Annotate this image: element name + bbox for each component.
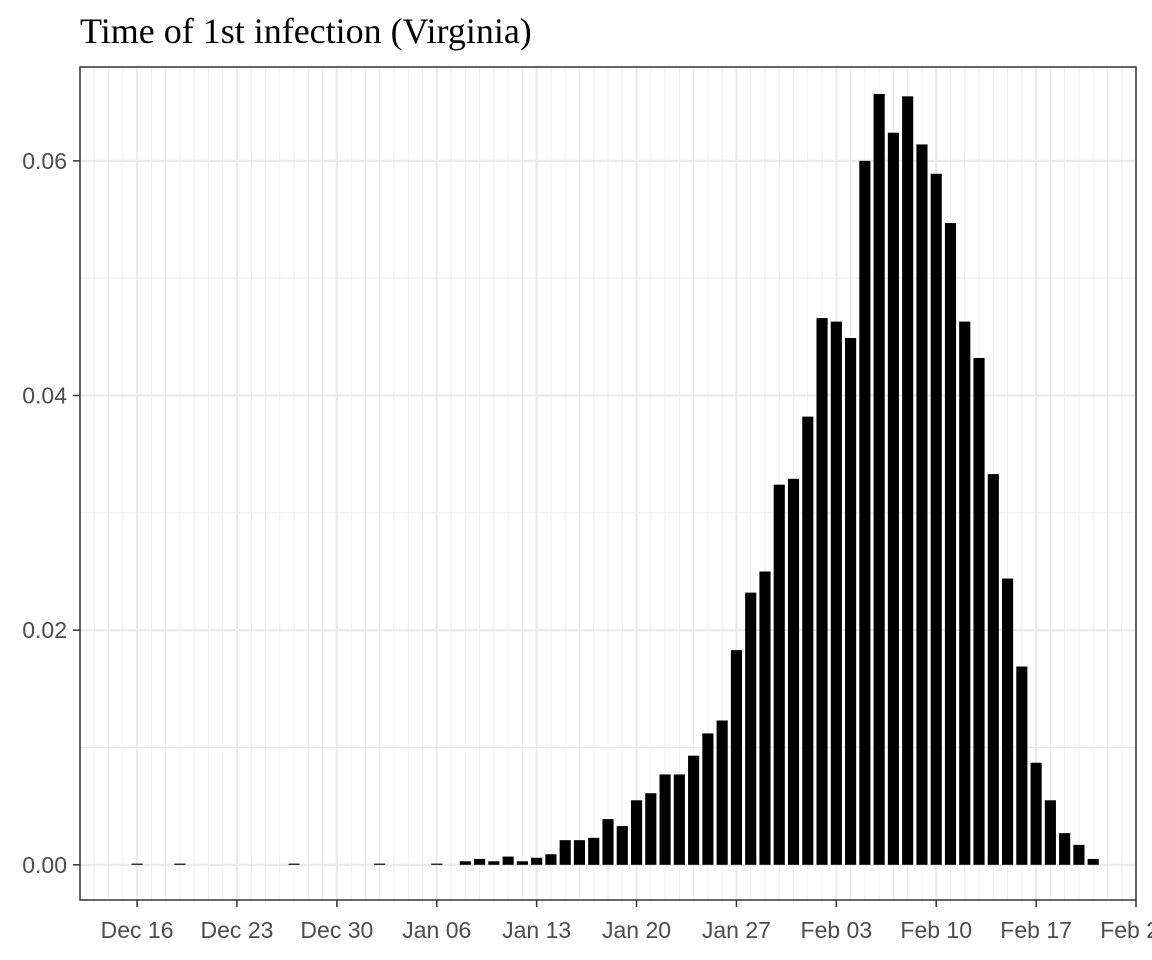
y-axis: 0.00 0.02 0.04 0.06 — [22, 148, 80, 878]
x-tick-label: Dec 30 — [300, 917, 373, 943]
x-tick-label: Jan 06 — [402, 917, 471, 943]
bar — [659, 774, 671, 865]
chart-title: Time of 1st infection (Virginia) — [80, 11, 532, 51]
bar — [702, 733, 714, 865]
x-axis: Dec 16 Dec 23 Dec 30 Jan 06 Jan 13 Jan 20 Jan … — [101, 900, 1152, 943]
panel-border — [79, 66, 1137, 901]
bar — [859, 160, 871, 865]
y-tick-label: 0.04 — [22, 383, 67, 409]
bars — [131, 93, 1099, 865]
bar — [630, 800, 643, 865]
bar — [616, 826, 628, 865]
x-tick-label: Feb 17 — [1000, 917, 1072, 943]
bar — [716, 720, 728, 865]
bar — [845, 338, 857, 865]
bar — [787, 478, 800, 865]
bar — [1030, 762, 1042, 865]
bar — [459, 861, 471, 865]
bar — [1073, 844, 1085, 865]
x-tick-label: Feb 24 — [1100, 917, 1152, 943]
bar — [645, 793, 657, 865]
bar — [802, 416, 814, 865]
bar — [1087, 858, 1099, 865]
y-tick-label: 0.06 — [22, 148, 67, 174]
x-tick-label: Dec 16 — [101, 917, 174, 943]
x-tick-label: Feb 03 — [801, 917, 873, 943]
bar — [474, 858, 486, 865]
x-tick-label: Jan 13 — [502, 917, 571, 943]
bar — [288, 863, 300, 865]
bar — [816, 318, 828, 865]
bar — [531, 857, 543, 865]
bar — [759, 571, 771, 865]
bar — [773, 484, 785, 865]
bar — [973, 357, 985, 865]
bar — [745, 592, 757, 865]
bar — [174, 863, 186, 865]
bar — [730, 650, 742, 865]
bar — [1044, 800, 1056, 865]
bar — [559, 840, 571, 865]
bar — [930, 173, 942, 865]
bar — [488, 861, 500, 865]
x-tick-label: Dec 23 — [201, 917, 274, 943]
y-tick-label: 0.02 — [22, 617, 67, 643]
bar — [688, 755, 700, 865]
bar — [545, 854, 557, 865]
bar — [431, 863, 443, 865]
x-tick-label: Jan 20 — [602, 917, 671, 943]
bar — [1016, 666, 1028, 865]
bar — [131, 863, 143, 865]
bar — [987, 474, 999, 865]
bar — [902, 96, 914, 865]
bar — [516, 861, 528, 865]
bar — [887, 132, 899, 865]
bar — [873, 93, 885, 865]
y-tick-label: 0.00 — [22, 852, 67, 878]
x-tick-label: Jan 27 — [702, 917, 771, 943]
bar — [959, 321, 971, 865]
bar — [602, 819, 614, 865]
bar — [1002, 578, 1014, 865]
bar — [944, 223, 957, 865]
bar — [374, 863, 386, 865]
bar — [588, 837, 600, 865]
bar — [573, 840, 586, 865]
bar — [830, 321, 842, 865]
x-tick-label: Feb 10 — [900, 917, 972, 943]
bar — [1059, 833, 1071, 865]
bar — [502, 856, 514, 865]
bar — [673, 774, 685, 865]
bar — [916, 144, 928, 865]
